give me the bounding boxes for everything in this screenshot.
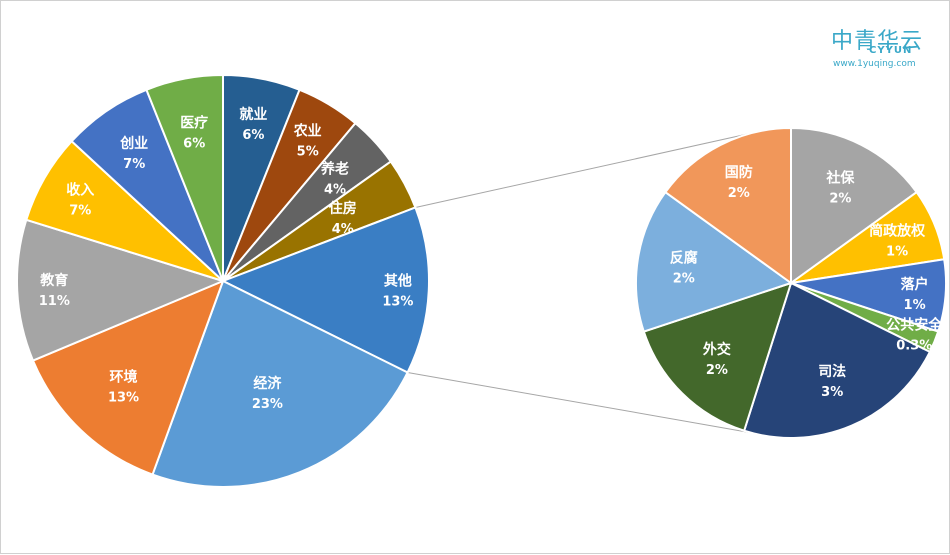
brand-name-cn: 中青华云 <box>831 29 924 54</box>
slice-percent-label: 1% <box>886 244 908 259</box>
slice-percent-label: 11% <box>39 294 70 309</box>
slice-percent-label: 6% <box>183 136 205 151</box>
slice-percent-label: 2% <box>706 363 728 378</box>
slice-percent-label: 6% <box>242 128 264 143</box>
slice-percent-label: 4% <box>324 183 346 198</box>
slice-category-label: 社保 <box>825 169 855 186</box>
slice-percent-label: 2% <box>829 191 851 206</box>
slice-category-label: 落户 <box>901 276 929 293</box>
slice-category-label: 简政放权 <box>869 222 926 239</box>
slice-percent-label: 13% <box>382 294 413 309</box>
slice-category-label: 外交 <box>703 341 731 358</box>
slice-category-label: 经济 <box>253 375 282 392</box>
brand-site: www.1yuqing.com <box>833 59 916 69</box>
slice-percent-label: 5% <box>297 145 319 160</box>
slice-category-label: 教育 <box>40 272 68 289</box>
slice-labels: 就业 6% 农业 5%养老 4% 住房 4% 其他 13% 经济 23% 环境 13% 教育 11% 收入 7%… <box>39 106 944 412</box>
main-pie-slice <box>151 279 409 488</box>
breakdown-pie-slice <box>663 126 792 285</box>
breakdown-pie-slice <box>742 281 932 439</box>
slice-percent-label: 4% <box>332 222 354 237</box>
main-pie-slice <box>16 218 226 362</box>
slice-percent-label: 7% <box>123 157 145 172</box>
breakdown-pie-slice <box>635 190 794 333</box>
slice-category-label: 住房 <box>329 200 357 217</box>
brand-name-en: CYYUN <box>869 45 913 56</box>
main-pie <box>16 73 430 488</box>
slice-category-label: 司法 <box>818 363 846 380</box>
slice-category-label: 收入 <box>66 182 94 199</box>
connector-line <box>407 372 751 434</box>
main-pie-slice <box>31 279 225 476</box>
slice-percent-label: 2% <box>673 271 695 286</box>
slice-percent-label: 3% <box>821 385 843 400</box>
slice-category-label: 养老 <box>320 161 349 178</box>
main-pie-slice <box>145 73 224 282</box>
slice-category-label: 就业 <box>239 106 267 123</box>
slice-category-label: 反腐 <box>670 249 698 266</box>
slice-category-label: 其他 <box>384 272 412 289</box>
slice-category-label: 国防 <box>725 164 753 181</box>
brand-watermark: 中青华云 CYYUN www.1yuqing.com <box>827 23 923 71</box>
connector-line <box>415 132 752 208</box>
breakdown-pie <box>635 126 947 439</box>
slice-category-label: 医疗 <box>180 114 208 131</box>
slice-percent-label: 13% <box>108 390 139 405</box>
slice-percent-label: 2% <box>728 186 750 201</box>
main-pie-slice <box>220 206 430 374</box>
slice-percent-label: 1% <box>904 298 926 313</box>
slice-percent-label: 23% <box>252 397 283 412</box>
slice-percent-label: 7% <box>69 204 91 219</box>
breakdown-pie-slice <box>790 126 919 285</box>
slice-category-label: 农业 <box>293 123 322 140</box>
slice-category-label: 创业 <box>119 135 148 152</box>
connector-lines <box>407 132 752 434</box>
slice-category-label: 公共安全 <box>886 317 943 334</box>
slice-category-label: 环境 <box>110 368 138 385</box>
slice-percent-label: 0.3% <box>896 339 932 354</box>
